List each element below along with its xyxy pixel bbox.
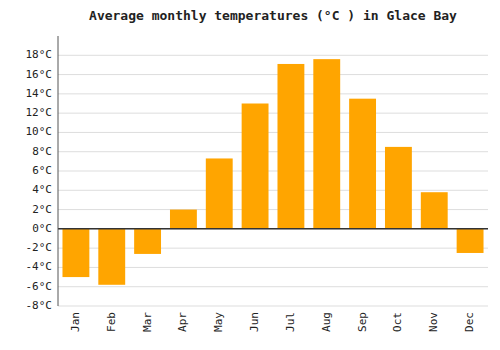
y-tick-label: 14°C — [26, 87, 53, 100]
y-tick-label: 18°C — [26, 48, 53, 61]
grid-line — [58, 228, 488, 229]
chart: Average monthly temperatures (°C ) in Gl… — [0, 0, 500, 350]
y-tick-label: -4°C — [26, 260, 53, 273]
grid — [58, 55, 488, 306]
grid-line — [58, 151, 488, 152]
grid-line — [58, 171, 488, 172]
y-tick-label: 4°C — [32, 183, 52, 196]
zero-line — [58, 228, 488, 230]
bars — [62, 59, 483, 285]
x-tick-label: Aug — [320, 312, 333, 332]
x-tick-label: Jan — [69, 312, 82, 332]
x-tick-labels: Jan Feb Mar Apr May Jun Jul Aug Sep Oct Nov Dec — [69, 312, 476, 332]
x-tick-label: May — [212, 312, 225, 332]
title: Average monthly temperatures (°C ) in Gl… — [89, 8, 457, 23]
y-tick-label: 2°C — [32, 203, 52, 216]
x-tick-label: Jul — [284, 312, 297, 332]
bar — [170, 210, 197, 229]
y-tick-label: 10°C — [26, 125, 53, 138]
bar — [62, 229, 89, 277]
x-tick-label: Jun — [248, 312, 261, 332]
grid-line — [58, 74, 488, 75]
x-tick-label: Dec — [463, 312, 476, 332]
bar — [457, 229, 484, 253]
bar — [134, 229, 161, 254]
bar — [277, 64, 304, 229]
y-tick-label: -2°C — [26, 241, 53, 254]
y-tick-label: -6°C — [26, 280, 53, 293]
bar — [349, 99, 376, 229]
y-tick-label: 12°C — [26, 106, 53, 119]
bar — [385, 147, 412, 229]
bar — [242, 104, 269, 229]
y-tick-label: 8°C — [32, 145, 52, 158]
grid-line — [58, 190, 488, 191]
y-tick-label: 16°C — [26, 68, 53, 81]
bar — [421, 192, 448, 229]
grid-line — [58, 93, 488, 94]
y-tick-label: 0°C — [32, 222, 52, 235]
bar — [98, 229, 125, 285]
grid-line — [58, 306, 488, 307]
y-tick-label: 6°C — [32, 164, 52, 177]
x-tick-label: Sep — [356, 312, 369, 332]
bar — [206, 158, 233, 228]
grid-line — [58, 132, 488, 133]
grid-line — [58, 55, 488, 56]
y-tick-labels: -8°C -6°C -4°C -2°C 0°C 2°C 4°C 6°C 8°C 10°C 12°C 1… — [26, 48, 53, 312]
x-tick-label: Nov — [427, 312, 440, 332]
bar — [313, 59, 340, 229]
x-tick-label: Apr — [176, 312, 189, 332]
x-tick-label: Mar — [141, 312, 154, 332]
y-tick-label: -8°C — [26, 299, 53, 312]
grid-line — [58, 286, 488, 287]
x-tick-label: Oct — [391, 312, 404, 332]
x-tick-label: Feb — [105, 312, 118, 332]
y-axis-line — [58, 36, 59, 306]
grid-line — [58, 113, 488, 114]
